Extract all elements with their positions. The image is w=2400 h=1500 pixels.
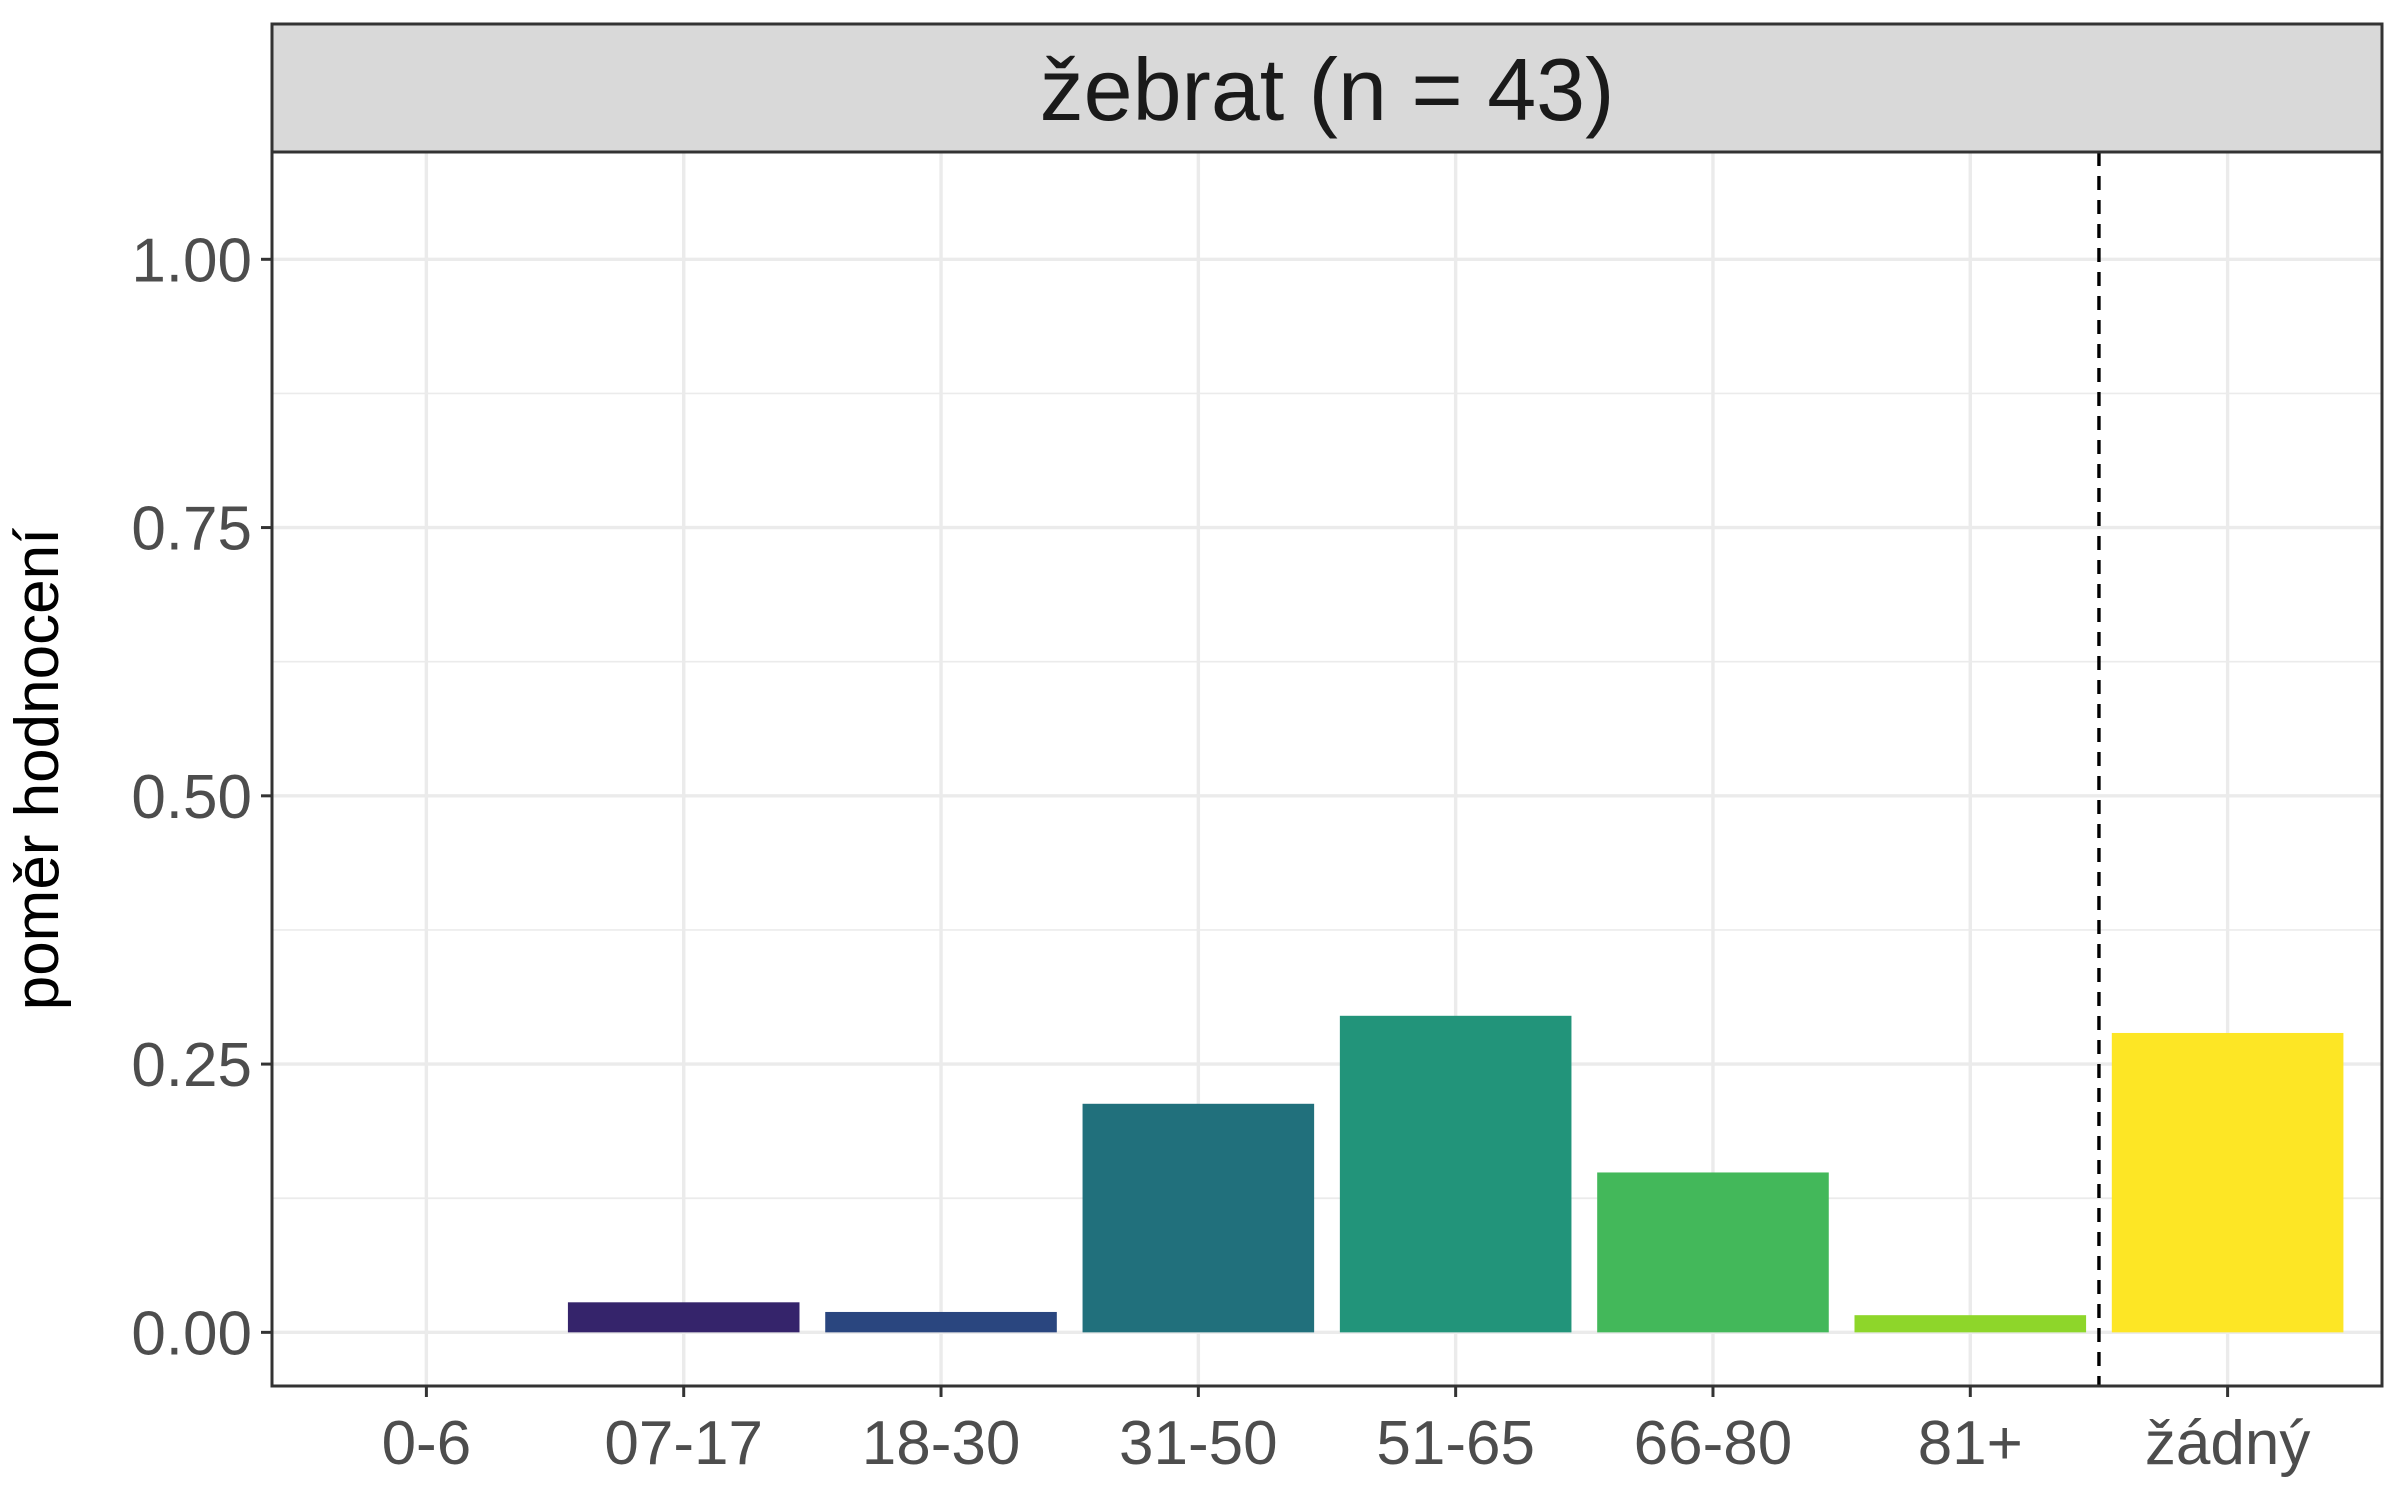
bar-07-17 — [567, 1302, 800, 1333]
bar-66-80 — [1597, 1172, 1829, 1333]
x-tick-label: 31-50 — [1119, 1409, 1278, 1478]
bar-18-30 — [825, 1311, 1057, 1333]
x-tick-label: 81+ — [1918, 1409, 2023, 1478]
y-tick-label: 0.50 — [131, 763, 252, 832]
facet-strip-background — [270, 22, 2384, 154]
gridlines — [272, 152, 2382, 1386]
y-axis-title: poměr hodnocení — [3, 528, 72, 1011]
y-tick-label: 1.00 — [131, 226, 252, 295]
bar-31-50 — [1082, 1103, 1315, 1333]
x-axis: 0-6 07-17 18-30 31-50 51-65 66-80 81+ žádný — [382, 1386, 2310, 1478]
plot-panel-border — [270, 150, 2384, 1388]
x-tick-label: 07-17 — [604, 1409, 763, 1478]
x-tick-label: žádný — [2145, 1409, 2310, 1478]
y-tick-label: 0.75 — [131, 495, 252, 564]
bar-žádný — [2111, 1032, 2344, 1333]
x-tick-label: 51-65 — [1376, 1409, 1535, 1478]
x-tick-label: 18-30 — [862, 1409, 1021, 1478]
x-tick-label: 0-6 — [382, 1409, 472, 1478]
chart-title: žebrat (n = 43) — [1040, 40, 1615, 139]
bar-51-65 — [1339, 1015, 1572, 1333]
x-tick-label: 66-80 — [1634, 1409, 1793, 1478]
y-axis: 0.00 0.25 0.50 0.75 1.00 — [131, 226, 272, 1368]
y-tick-label: 0.25 — [131, 1031, 252, 1100]
bar-81+ — [1854, 1315, 2087, 1333]
bars — [567, 1015, 2344, 1333]
y-tick-label: 0.00 — [131, 1299, 252, 1368]
plot-panel — [272, 152, 2382, 1386]
